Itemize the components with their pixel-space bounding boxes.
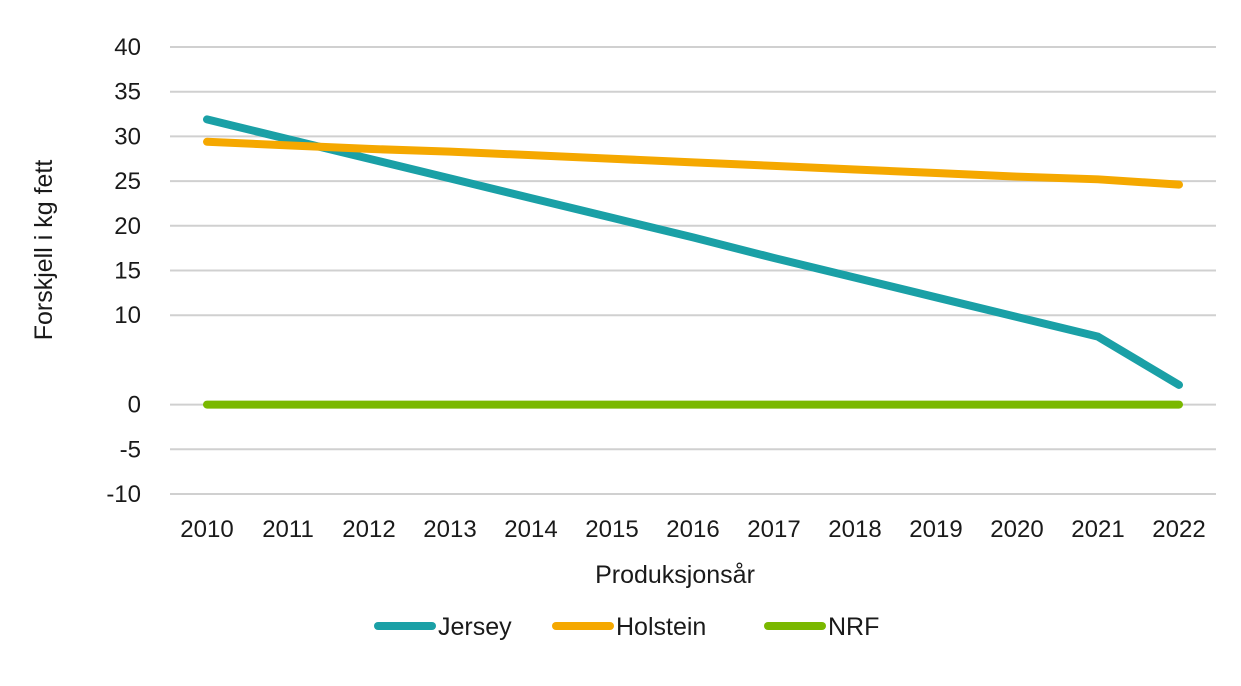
y-tick-label: 20	[114, 213, 141, 240]
x-tick-label: 2018	[828, 516, 881, 543]
x-tick-label: 2021	[1071, 516, 1124, 543]
x-tick-label: 2012	[342, 516, 395, 543]
x-tick-label: 2019	[909, 516, 962, 543]
x-tick-label: 2011	[262, 516, 314, 543]
series-line-jersey	[203, 115, 1183, 389]
x-tick-label: 2010	[180, 516, 233, 543]
gridlines	[170, 46, 1216, 495]
legend-item-nrf: NRF	[764, 613, 879, 641]
x-tick-label: 2015	[585, 516, 638, 543]
y-tick-label: 10	[114, 302, 141, 329]
y-axis-ticks: 40 35 30 25 20 15 10 0 -5 -10	[106, 34, 141, 508]
series-line-holstein	[203, 137, 1183, 189]
x-axis-ticks: 2010 2011 2012 2013 2014 2015 2016 2017 2018 2019…	[180, 516, 1205, 543]
y-tick-label: 30	[114, 123, 141, 150]
legend-item-holstein: Holstein	[552, 613, 706, 641]
y-tick-label: 25	[114, 168, 141, 195]
y-tick-label: 15	[114, 258, 141, 285]
legend: Jersey Holstein NRF	[374, 613, 879, 641]
series-lines	[203, 115, 1183, 409]
x-axis-title: Produksjonsår	[595, 561, 755, 589]
y-axis-title: Forskjell i kg fett	[30, 160, 58, 341]
x-tick-label: 2014	[504, 516, 557, 543]
x-tick-label: 2022	[1152, 516, 1205, 543]
legend-label: Jersey	[438, 613, 512, 641]
y-tick-label: -10	[106, 481, 141, 508]
legend-label: Holstein	[616, 613, 706, 641]
y-tick-label: 40	[114, 34, 141, 61]
x-tick-label: 2020	[990, 516, 1043, 543]
x-tick-label: 2013	[423, 516, 476, 543]
legend-item-jersey: Jersey	[374, 613, 512, 641]
y-tick-label: 0	[128, 392, 141, 419]
legend-label: NRF	[828, 613, 879, 641]
x-tick-label: 2017	[747, 516, 800, 543]
y-tick-label: 35	[114, 79, 141, 106]
y-tick-label: -5	[120, 436, 141, 463]
x-tick-label: 2016	[666, 516, 719, 543]
